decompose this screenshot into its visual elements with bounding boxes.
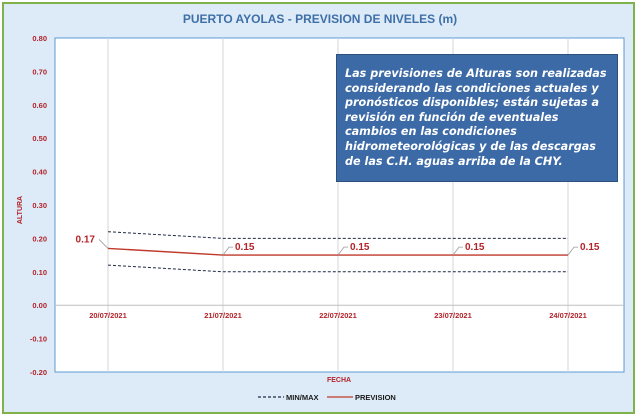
y-tick-label: 0.80 <box>32 34 47 43</box>
x-tick-label: 24/07/2021 <box>549 311 587 320</box>
data-label-leader <box>567 246 578 256</box>
y-tick-label: -0.10 <box>30 335 47 344</box>
y-tick-label: 0.60 <box>32 101 47 110</box>
x-tick-label: 23/07/2021 <box>434 311 472 320</box>
y-tick-label: 0.70 <box>32 67 47 76</box>
data-label-leader <box>98 239 109 249</box>
y-tick-label: 0.40 <box>32 168 47 177</box>
data-label: 0.15 <box>465 242 485 253</box>
series-line-minmax-max <box>107 231 568 239</box>
data-labels: 0.17 0.15 0.15 0.15 0.15 <box>76 234 600 256</box>
y-tick-label: 0.50 <box>32 134 47 143</box>
y-tick-label: -0.20 <box>30 368 47 377</box>
data-label-leader <box>222 246 233 256</box>
x-tick-label: 22/07/2021 <box>319 311 357 320</box>
y-axis-label: ALTURA <box>17 196 24 224</box>
y-tick-label: 0.20 <box>32 234 47 243</box>
data-label: 0.15 <box>580 242 600 253</box>
legend: MIN/MAX PREVISION <box>258 393 396 402</box>
x-tick-label: 20/07/2021 <box>89 311 127 320</box>
x-axis: 20/07/2021 21/07/2021 22/07/2021 23/07/2021… <box>89 311 587 320</box>
y-axis: 0.80 0.70 0.60 0.50 0.40 0.30 0.20 0.10 0.00 -0.1… <box>30 34 47 377</box>
chart-title: PUERTO AYOLAS - PREVISION DE NIVELES (m) <box>183 12 457 26</box>
x-axis-label: FECHA <box>327 377 351 384</box>
data-label: 0.15 <box>350 242 370 253</box>
legend-label-prevision: PREVISION <box>355 393 396 402</box>
series-line-minmax-min <box>107 264 568 273</box>
data-label-leader <box>452 246 463 256</box>
data-label: 0.15 <box>235 242 255 253</box>
y-tick-label: 0.30 <box>32 201 47 210</box>
forecast-note: Las previsiones de Alturas son realizada… <box>336 54 618 182</box>
data-label: 0.17 <box>76 234 96 245</box>
y-tick-label: 0.10 <box>32 268 47 277</box>
y-tick-label: 0.00 <box>32 301 47 310</box>
x-tick-label: 21/07/2021 <box>204 311 242 320</box>
data-label-leader <box>337 246 348 256</box>
legend-label-minmax: MIN/MAX <box>286 393 319 402</box>
